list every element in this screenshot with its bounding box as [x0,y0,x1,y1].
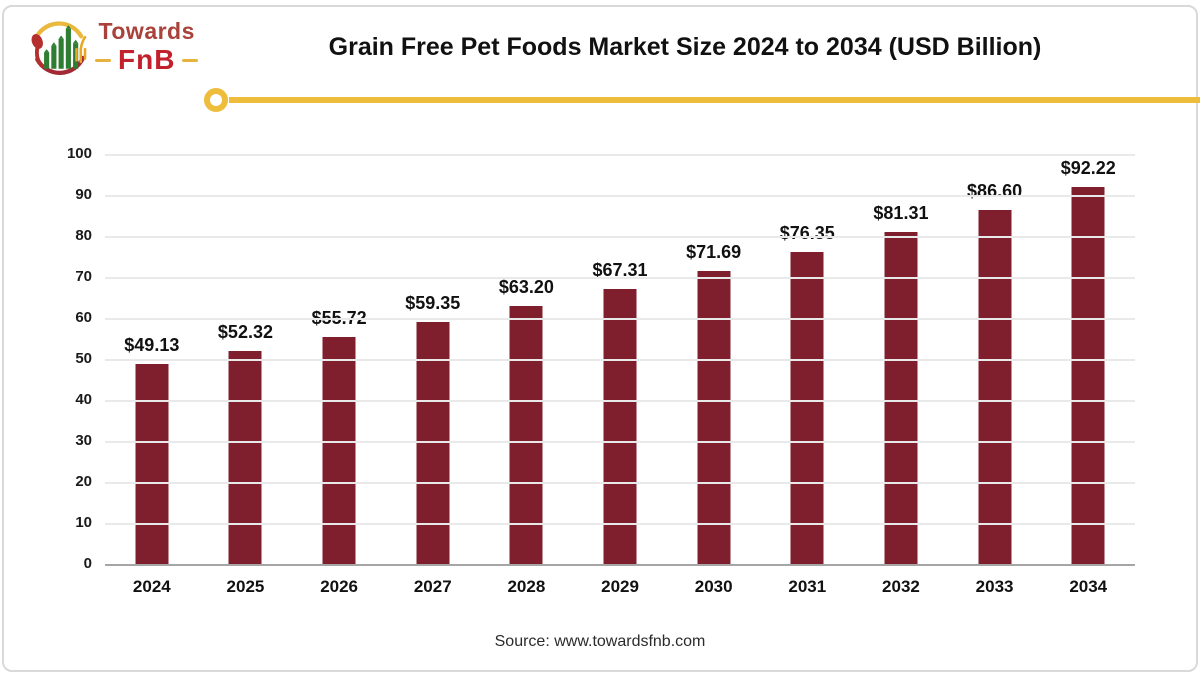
gridline-30 [105,441,1135,443]
x-tick-label-2025: 2025 [226,577,265,596]
x-axis: 2024 2025 2026 2027 2028 2029 2030 2031 2032 2033… [105,577,1135,597]
x-axis-line [105,564,1135,566]
x-tick-label-2030: 2030 [694,577,733,596]
bar-2032 [884,231,918,565]
logo-wordmark: Towards FnB [95,18,199,75]
bar-2031 [790,251,824,565]
towards-fnb-logo-icon [31,21,87,75]
divider-circle-ornament [204,88,228,112]
y-tick-label-30: 30 [75,432,92,449]
bar-2029 [603,289,637,565]
bars-row: $49.13 $52.32 $55.72 $59.35 $63.20 $67.31 $71.… [105,155,1135,565]
x-tick-label-2032: 2032 [882,577,920,596]
fork-icon [75,35,87,64]
y-tick-label-80: 80 [75,227,92,244]
data-label-2027: $59.35 [405,292,461,313]
brand-dash-right [182,58,199,62]
y-tick-label-10: 10 [75,514,92,531]
data-label-2030: $71.69 [686,242,742,263]
x-tick-label-2028: 2028 [507,577,546,596]
bar-slot-2024: $49.13 [105,155,199,565]
y-tick-label-100: 100 [66,145,92,162]
data-label-2025: $52.32 [217,321,273,342]
bar-slot-2029: $67.31 [573,155,667,565]
x-tick-label-2034: 2034 [1069,577,1108,596]
data-label-2031: $76.35 [779,222,835,243]
gridline-70 [105,277,1135,279]
y-tick-label-60: 60 [75,309,92,326]
x-tick-label-2024: 2024 [132,577,171,596]
gridline-60 [105,318,1135,320]
bar-slot-2026: $55.72 [292,155,386,565]
x-tick-label-2026: 2026 [320,577,359,596]
gridline-10 [105,523,1135,525]
gridline-80 [105,236,1135,238]
bar-2028 [509,305,543,565]
x-tick-label-2033: 2033 [975,577,1014,596]
gridline-90 [105,195,1135,197]
data-label-2029: $67.31 [592,260,648,281]
x-tick-label-2031: 2031 [788,577,827,596]
bar-slot-2025: $52.32 [199,155,293,565]
brand-name-bottom: FnB [118,44,176,75]
bar-slot-2030: $71.69 [667,155,761,565]
gridline-20 [105,482,1135,484]
data-label-2024: $49.13 [124,334,180,355]
y-tick-label-0: 0 [83,555,92,572]
x-tick-label-2029: 2029 [601,577,639,596]
gridline-100 [105,154,1135,156]
data-label-2028: $63.20 [498,276,554,297]
data-label-2033: $86.60 [967,180,1023,201]
data-label-2034: $92.22 [1060,157,1116,178]
data-label-2032: $81.31 [873,202,929,223]
brand-name-top: Towards [98,18,195,44]
x-tick-label-2027: 2027 [413,577,452,596]
bar-2026 [322,336,356,565]
bar-2030 [697,271,731,565]
divider-line [229,97,1200,103]
bar-2024 [135,363,169,565]
gridline-40 [105,400,1135,402]
bar-slot-2034: $92.22 [1041,155,1135,565]
y-tick-label-90: 90 [75,186,92,203]
bar-2034 [1071,186,1105,565]
source-note: Source: www.towardsfnb.com [494,633,706,650]
bar-slot-2032: $81.31 [854,155,948,565]
bar-2025 [228,350,262,565]
bar-slot-2028: $63.20 [480,155,574,565]
brand-dash-left [95,58,111,62]
y-tick-label-20: 20 [75,473,92,490]
y-tick-label-70: 70 [75,268,92,285]
towards-fnb-logo: Towards FnB [27,14,199,80]
plot-area: $49.13 $52.32 $55.72 $59.35 $63.20 $67.31 $71.… [105,154,1135,566]
bar-2033 [978,209,1012,565]
gridline-50 [105,359,1135,361]
y-tick-label-40: 40 [75,391,92,408]
chart-title: Grain Free Pet Foods Market Size 2024 to… [328,33,1042,61]
data-label-2026: $55.72 [311,307,367,328]
spoon-icon [31,34,45,69]
y-tick-label-50: 50 [75,350,92,367]
